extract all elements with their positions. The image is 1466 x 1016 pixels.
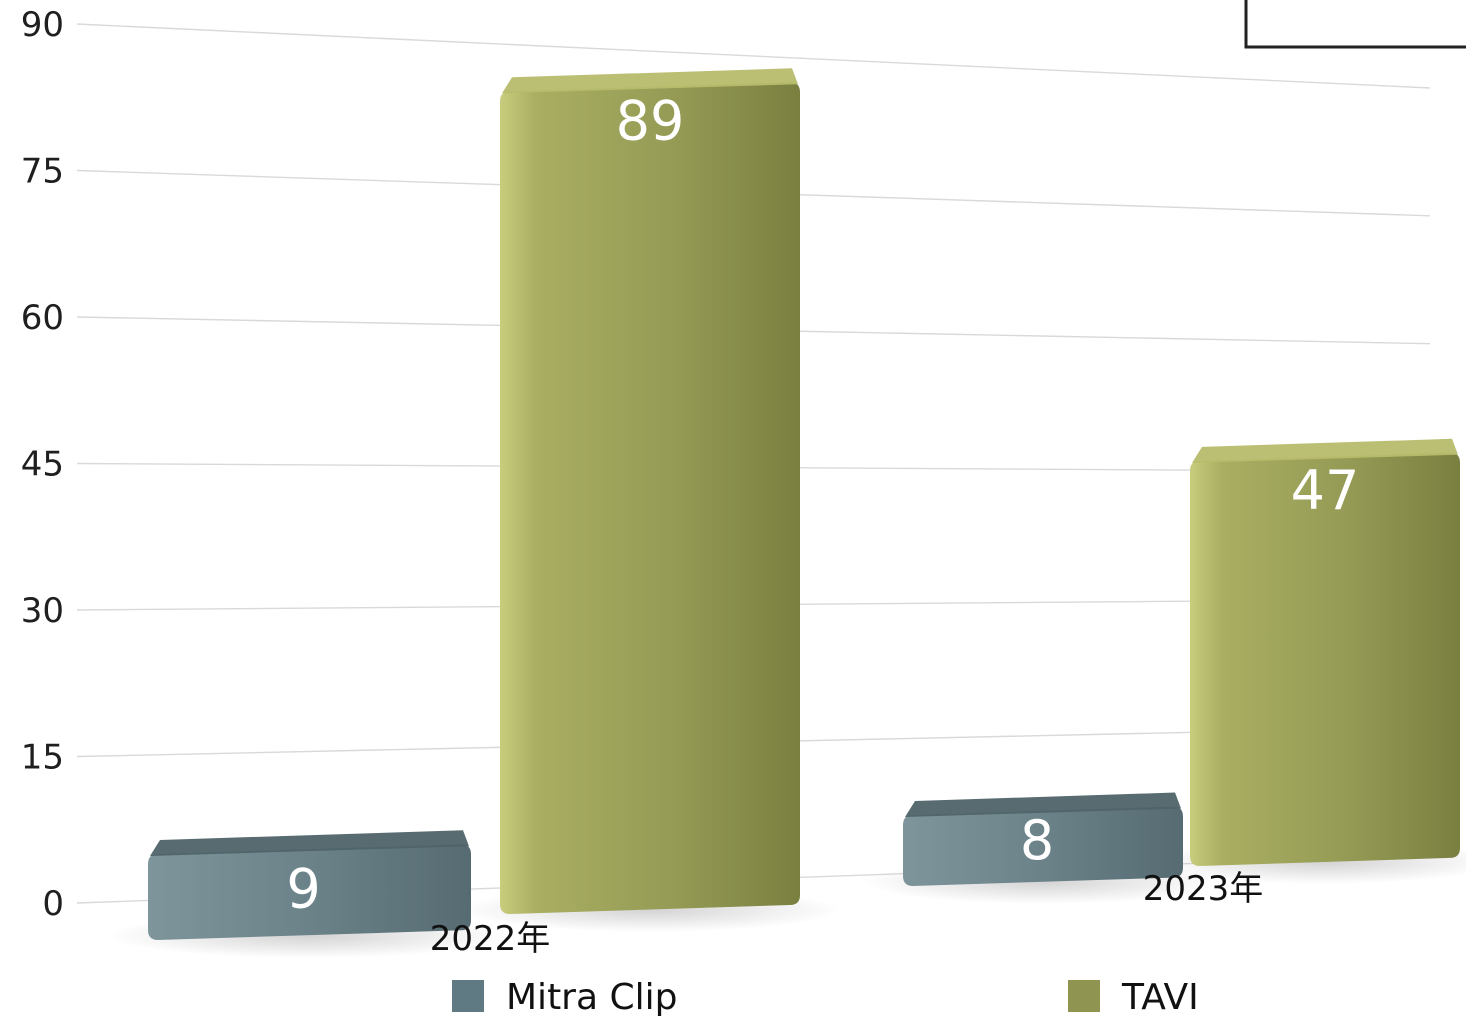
corner-frame [1244, 0, 1466, 49]
legend-swatch [452, 980, 484, 1012]
y-tick-label: 0 [42, 884, 64, 924]
bar-top [905, 792, 1181, 817]
x-axis-ticks: 2022年 2023年 [430, 869, 1264, 959]
bar-top [1192, 438, 1458, 463]
x-tick-label: 2022年 [430, 919, 551, 959]
gridline-90 [76, 23, 1431, 89]
bars [148, 68, 1460, 940]
data-label: 8 [1020, 809, 1054, 872]
legend-swatch [1068, 980, 1100, 1012]
y-tick-label: 90 [21, 5, 64, 45]
y-tick-label: 45 [21, 445, 64, 485]
bar-tavi-1 [500, 82, 800, 914]
bar-mitra-clip-1 [148, 844, 471, 940]
y-tick-label: 15 [21, 738, 64, 778]
data-labels: 9 89 8 47 [286, 89, 1359, 920]
legend: Mitra Clip TAVI [452, 977, 1199, 1016]
bar-mitra-clip-2 [903, 806, 1183, 886]
y-axis-ticks: 0 15 30 45 60 75 90 [21, 5, 64, 924]
y-tick-label: 75 [21, 152, 64, 192]
bar-top [502, 68, 798, 94]
bar-tavi-2 [1190, 452, 1460, 866]
data-label: 9 [286, 857, 320, 920]
legend-label: TAVI [1121, 977, 1199, 1016]
y-tick-label: 30 [21, 591, 64, 631]
data-label: 47 [1291, 459, 1360, 522]
x-tick-label: 2023年 [1143, 869, 1264, 909]
bar-top [150, 830, 469, 856]
legend-label: Mitra Clip [506, 977, 677, 1016]
data-label: 89 [616, 89, 685, 152]
y-tick-label: 60 [21, 298, 64, 338]
